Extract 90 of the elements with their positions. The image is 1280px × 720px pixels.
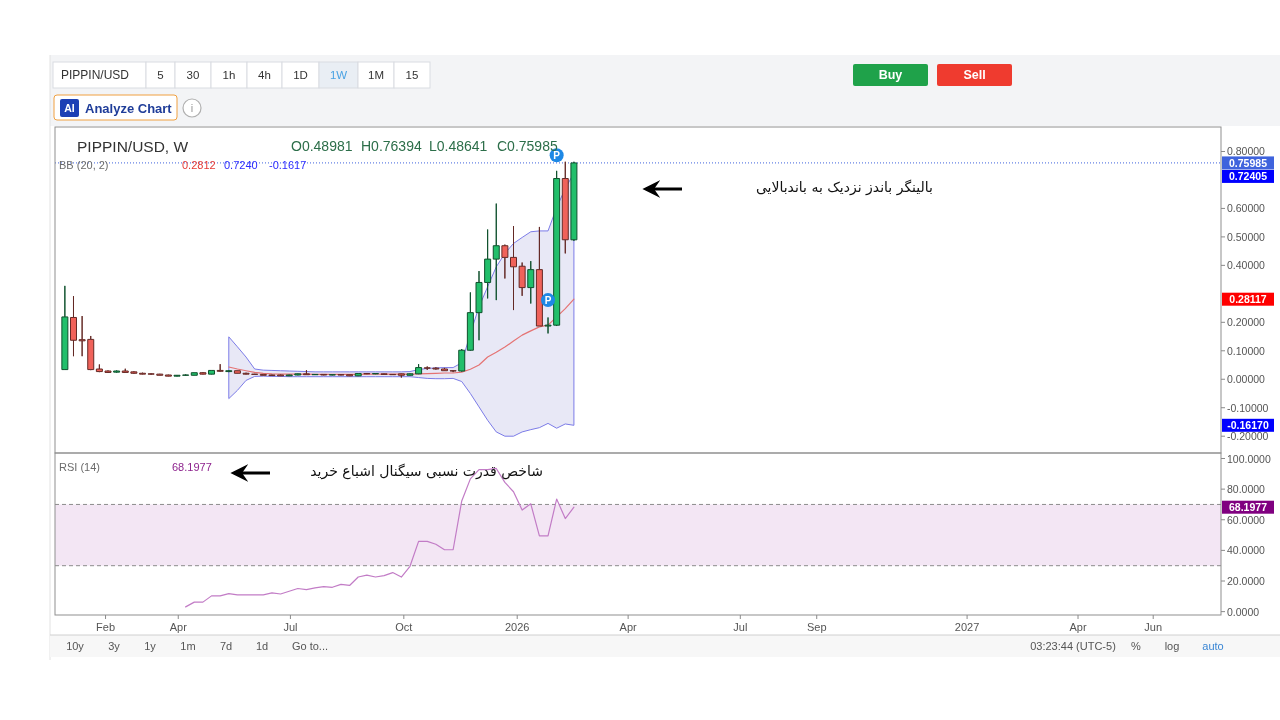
- annotation: RSI (14): [59, 461, 100, 473]
- text: 7d: [219, 639, 233, 652]
- annotation: H0.76394: [361, 138, 422, 154]
- y-tick-label: 0.0000: [1227, 605, 1260, 618]
- candlestick: [199, 371, 207, 375]
- text: 1M: [368, 69, 384, 81]
- annotation: -0.1617: [269, 159, 307, 171]
- x-tick-label: Jul: [283, 621, 298, 633]
- y-tick-label: -0.20000: [1227, 430, 1269, 443]
- y-tick-label: 0.50000: [1227, 230, 1266, 243]
- x-tick-label: 2027: [954, 621, 980, 633]
- text: 03:23:44 (UTC-5): [1030, 639, 1116, 652]
- annotation: O0.48981: [291, 138, 353, 154]
- y-tick-label: 40.0000: [1227, 544, 1266, 557]
- text: 0.28117: [1229, 293, 1267, 306]
- text: 1W: [329, 69, 348, 81]
- annotation: 0.2812: [182, 159, 216, 171]
- text: PIPPIN/USD, W: [77, 137, 189, 155]
- text: %: [1131, 639, 1142, 652]
- x-tick-label: Apr: [1069, 621, 1087, 633]
- annotation: بالینگر باندز نزدیک به باندبالایی: [755, 179, 933, 196]
- y-tick-label: 20.0000: [1227, 575, 1266, 588]
- text: Analyze Chart: [85, 100, 173, 116]
- candlestick: [363, 372, 371, 375]
- y-tick-label: 0.60000: [1227, 202, 1266, 215]
- y-tick-label: 0.10000: [1227, 344, 1266, 357]
- candlestick: [561, 161, 569, 254]
- text: Sell: [963, 68, 986, 82]
- y-tick-label: 0.00000: [1227, 373, 1266, 386]
- text: AI: [64, 102, 75, 114]
- y-tick-label: 80.0000: [1227, 483, 1266, 496]
- annotation: 68.1977: [172, 461, 212, 473]
- annotation: BB (20, 2): [59, 159, 109, 171]
- ref-line-label: 0.75985: [1229, 156, 1268, 169]
- annotation: P: [544, 294, 552, 306]
- candlestick: [302, 369, 310, 376]
- text: 1y: [144, 639, 157, 652]
- x-tick-label: Jun: [1144, 621, 1163, 633]
- candlestick: [61, 285, 69, 371]
- x-tick-label: Jul: [733, 621, 748, 633]
- x-tick-label: 2026: [504, 621, 530, 633]
- text: log: [1164, 639, 1180, 652]
- annotation: 0.7240: [224, 159, 258, 171]
- text: 3y: [108, 639, 121, 652]
- line-series: [228, 298, 575, 376]
- y-tick-label: 0.40000: [1227, 259, 1266, 272]
- candlestick: [208, 369, 216, 375]
- text: 30: [186, 69, 200, 81]
- text: 4h: [258, 69, 271, 81]
- text: Buy: [878, 68, 903, 82]
- candlestick: [164, 374, 172, 377]
- y-tick-label: 0.80000: [1227, 145, 1266, 158]
- y-tick-label: 0.20000: [1227, 316, 1266, 329]
- candlestick: [328, 373, 336, 376]
- candlestick: [492, 203, 500, 301]
- text: 5: [157, 69, 164, 81]
- x-tick-label: Apr: [169, 621, 188, 633]
- text: 1m: [180, 639, 196, 652]
- text: -0.16170: [1227, 419, 1269, 432]
- candlestick: [371, 372, 379, 375]
- text: 1h: [222, 69, 236, 81]
- x-tick-label: Feb: [96, 621, 116, 633]
- text: 10y: [66, 639, 85, 652]
- candlestick: [397, 373, 405, 379]
- candlestick: [570, 161, 578, 242]
- y-tick-label: 60.0000: [1227, 513, 1266, 526]
- text: Go to...: [291, 639, 329, 652]
- candlestick: [113, 369, 121, 374]
- candlestick: [216, 363, 224, 373]
- x-tick-label: Oct: [395, 621, 413, 633]
- candlestick: [535, 226, 543, 327]
- text: 0.72405: [1229, 170, 1268, 183]
- text: 15: [405, 69, 419, 81]
- text: 1d: [255, 639, 269, 652]
- candlestick: [320, 373, 328, 376]
- y-tick-label: -0.10000: [1227, 401, 1269, 414]
- text: 1D: [293, 69, 308, 81]
- text: PIPPIN/USD: [61, 68, 130, 82]
- annotation: شاخص قدرت نسبی سیگنال اشباع خرید: [310, 463, 543, 480]
- annotation: L0.48641: [429, 138, 488, 154]
- candlestick: [527, 260, 535, 305]
- candlestick: [225, 369, 233, 373]
- candlestick: [354, 372, 362, 377]
- candlestick: [190, 371, 198, 377]
- x-tick-label: Apr: [619, 621, 638, 633]
- x-tick-label: Sep: [806, 621, 827, 633]
- candlestick: [458, 348, 466, 373]
- text: 68.1977: [1229, 501, 1268, 514]
- text: auto: [1202, 639, 1224, 652]
- y-tick-label: 100.0000: [1227, 452, 1271, 465]
